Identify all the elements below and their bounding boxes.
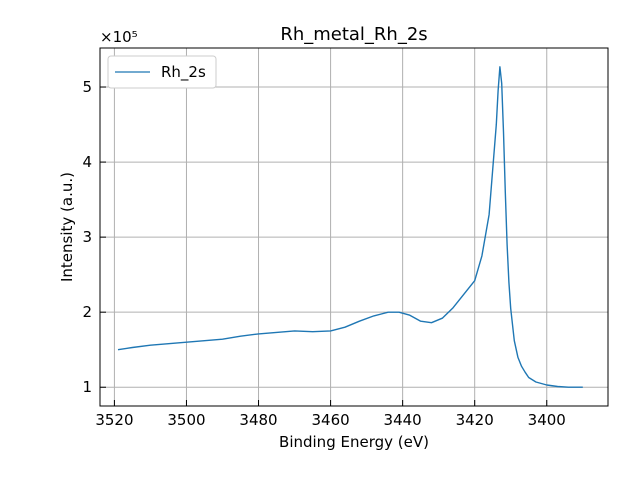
y-tick-label: 3 [82, 228, 92, 246]
series-line-Rh_2s [117, 66, 583, 388]
tick-labels: 3520 3500 3480 3460 3440 3420 3400 1 2 3 4 5 [82, 78, 565, 429]
y-offset-label: ×10⁵ [100, 28, 138, 46]
y-tick-label: 2 [82, 303, 92, 321]
x-tick-label: 3420 [456, 411, 494, 429]
x-axis-label: Binding Energy (eV) [279, 433, 429, 451]
ticks [100, 86, 548, 406]
x-tick-label: 3400 [528, 411, 566, 429]
x-tick-label: 3460 [311, 411, 349, 429]
legend-box [107, 55, 217, 89]
series-layer [117, 66, 583, 388]
chart-title: Rh_metal_Rh_2s [280, 24, 427, 45]
y-axis-label: Intensity (a.u.) [58, 172, 76, 282]
legend-label: Rh_2s [161, 63, 206, 82]
x-tick-label: 3500 [167, 411, 205, 429]
y-tick-label: 1 [82, 378, 92, 396]
plot-area-background [100, 48, 608, 406]
plot-frame [99, 47, 609, 407]
x-tick-label: 3480 [239, 411, 277, 429]
y-tick-label: 4 [82, 153, 92, 171]
x-tick-label: 3520 [95, 411, 133, 429]
legend: Rh_2s [107, 55, 217, 89]
x-tick-label: 3440 [384, 411, 422, 429]
y-tick-label: 5 [82, 78, 92, 96]
